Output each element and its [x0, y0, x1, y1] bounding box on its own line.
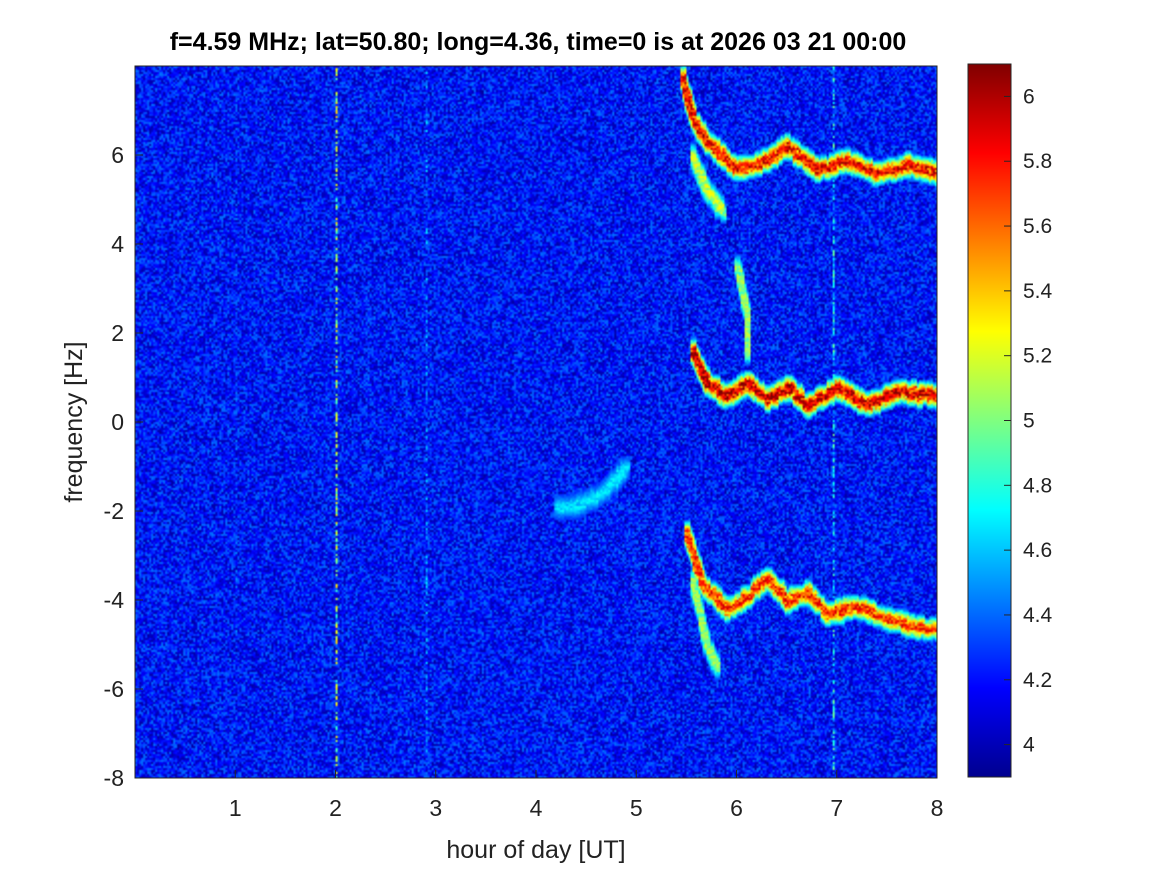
x-tick-label: 6 [730, 795, 743, 821]
y-tick-label: -8 [104, 765, 124, 791]
colorbar-tick-label: 5.6 [1023, 215, 1052, 238]
heatmap-image [135, 66, 937, 778]
y-tick-label: -6 [104, 676, 124, 702]
y-tick-label: -4 [104, 587, 125, 613]
y-axis: -8 -6 -4 -2 0 2 4 6 [104, 142, 143, 791]
colorbar-tick-label: 4 [1023, 734, 1035, 757]
colorbar-tick-label: 4.2 [1023, 669, 1052, 692]
colorbar-tick-label: 4.6 [1023, 539, 1052, 562]
colorbar-tick-label: 5.4 [1023, 280, 1053, 303]
y-tick-label: 6 [111, 142, 124, 168]
colorbar: 4 4.2 4.4 4.6 4.8 5 5.2 5.4 5.6 5.8 6 [967, 63, 1053, 778]
colorbar-gradient [968, 64, 1011, 777]
y-tick-label: 0 [111, 409, 124, 435]
x-tick-label: 8 [931, 795, 944, 821]
colorbar-tick-label: 5.2 [1023, 345, 1052, 368]
y-tick-label: -2 [104, 498, 124, 524]
x-tick-label: 4 [530, 795, 543, 821]
chart-title: f=4.59 MHz; lat=50.80; long=4.36, time=0… [169, 28, 907, 56]
colorbar-tick-label: 4.8 [1023, 474, 1052, 497]
x-tick-label: 1 [229, 795, 242, 821]
heatmap-area [134, 65, 938, 779]
x-tick-label: 5 [630, 795, 643, 821]
x-axis: 1 2 3 4 5 6 7 8 [229, 770, 944, 821]
colorbar-tick-label: 5.8 [1023, 150, 1052, 173]
colorbar-tick-label: 6 [1023, 85, 1035, 108]
colorbar-ticks: 4 4.2 4.4 4.6 4.8 5 5.2 5.4 5.6 5.8 6 [1004, 85, 1053, 757]
x-tick-label: 2 [329, 795, 342, 821]
x-tick-label: 7 [830, 795, 843, 821]
colorbar-tick-label: 5 [1023, 410, 1035, 433]
y-axis-label: frequency [Hz] [60, 341, 88, 502]
y-tick-label: 2 [111, 320, 124, 346]
x-axis-label: hour of day [UT] [446, 836, 625, 864]
x-tick-label: 3 [429, 795, 442, 821]
y-tick-label: 4 [111, 231, 124, 257]
colorbar-tick-label: 4.4 [1023, 604, 1053, 627]
